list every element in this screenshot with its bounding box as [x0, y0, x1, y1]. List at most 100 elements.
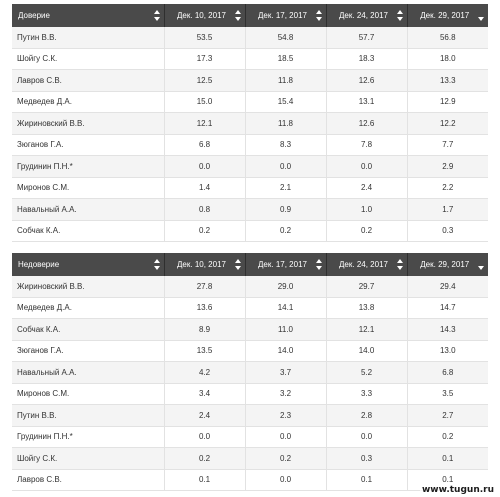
value-cell: 8.9 — [164, 318, 246, 341]
column-header-date[interactable]: Дек. 29, 2017 — [407, 253, 488, 276]
sort-arrows-icon[interactable] — [234, 10, 241, 21]
value-cell: 0.3 — [407, 220, 488, 242]
value-cell: 12.5 — [164, 69, 246, 92]
value-cell: 14.0 — [245, 340, 327, 362]
value-cell: 0.0 — [245, 155, 327, 178]
value-cell: 0.2 — [164, 447, 246, 470]
column-header-label: Дек. 10, 2017 — [177, 260, 226, 269]
table-row: Зюганов Г.А. 6.8 8.3 7.8 7.7 — [12, 134, 488, 156]
value-cell: 8.3 — [245, 134, 327, 156]
table-row: Собчак К.А. 0.2 0.2 0.2 0.3 — [12, 220, 488, 242]
value-cell: 29.0 — [245, 276, 327, 298]
sort-arrows-icon[interactable] — [153, 259, 160, 270]
value-cell: 1.0 — [326, 198, 408, 221]
row-name-cell: Грудинин П.Н.* — [12, 155, 165, 178]
row-name-cell: Зюганов Г.А. — [12, 340, 165, 362]
row-name-cell: Жириновский В.В. — [12, 276, 165, 298]
table-row: Жириновский В.В. 27.8 29.0 29.7 29.4 — [12, 276, 488, 298]
value-cell: 1.7 — [407, 198, 488, 221]
value-cell: 0.0 — [326, 155, 408, 178]
value-cell: 12.2 — [407, 112, 488, 135]
column-header-date[interactable]: Дек. 24, 2017 — [326, 253, 408, 276]
value-cell: 3.5 — [407, 383, 488, 405]
value-cell: 2.4 — [326, 177, 408, 199]
sort-desc-icon[interactable] — [478, 259, 484, 270]
sort-arrows-icon[interactable] — [234, 259, 241, 270]
column-header-date[interactable]: Дек. 24, 2017 — [326, 4, 408, 27]
column-header-label: Недоверие — [18, 260, 60, 269]
table-row: Лавров С.В. 0.1 0.0 0.1 0.1 — [12, 469, 488, 491]
value-cell: 18.3 — [326, 48, 408, 70]
value-cell: 2.3 — [245, 404, 327, 427]
row-name-cell: Миронов С.М. — [12, 177, 165, 199]
column-header-name[interactable]: Доверие — [12, 4, 165, 27]
value-cell: 0.0 — [245, 426, 327, 448]
value-cell: 3.7 — [245, 361, 327, 384]
value-cell: 11.8 — [245, 112, 327, 135]
column-header-name[interactable]: Недоверие — [12, 253, 165, 276]
distrust-table: Недоверие Дек. 10, 2017 Дек. 17, 2017 Де… — [12, 253, 488, 491]
value-cell: 0.9 — [245, 198, 327, 221]
table-row: Собчак К.А. 8.9 11.0 12.1 14.3 — [12, 318, 488, 341]
sort-arrows-icon[interactable] — [396, 10, 403, 21]
column-header-date[interactable]: Дек. 29, 2017 — [407, 4, 488, 27]
value-cell: 0.0 — [164, 155, 246, 178]
value-cell: 12.1 — [326, 318, 408, 341]
value-cell: 13.1 — [326, 91, 408, 113]
value-cell: 15.4 — [245, 91, 327, 113]
value-cell: 57.7 — [326, 27, 408, 49]
value-cell: 0.2 — [245, 220, 327, 242]
value-cell: 18.5 — [245, 48, 327, 70]
value-cell: 2.7 — [407, 404, 488, 427]
table-header-row: Недоверие Дек. 10, 2017 Дек. 17, 2017 Де… — [12, 253, 488, 276]
sort-arrows-icon[interactable] — [396, 259, 403, 270]
value-cell: 4.2 — [164, 361, 246, 384]
value-cell: 0.1 — [326, 469, 408, 491]
column-header-label: Дек. 29, 2017 — [420, 260, 470, 269]
column-header-date[interactable]: Дек. 17, 2017 — [245, 4, 327, 27]
table-row: Медведев Д.А. 15.0 15.4 13.1 12.9 — [12, 91, 488, 113]
value-cell: 14.1 — [245, 297, 327, 319]
value-cell: 53.5 — [164, 27, 246, 49]
column-header-label: Доверие — [18, 11, 50, 20]
table-header-row: Доверие Дек. 10, 2017 Дек. 17, 2017 Дек.… — [12, 4, 488, 27]
value-cell: 13.0 — [407, 340, 488, 362]
row-name-cell: Медведев Д.А. — [12, 297, 165, 319]
value-cell: 13.6 — [164, 297, 246, 319]
row-name-cell: Шойгу С.К. — [12, 447, 165, 470]
value-cell: 13.3 — [407, 69, 488, 92]
value-cell: 2.9 — [407, 155, 488, 178]
column-header-label: Дек. 17, 2017 — [258, 11, 307, 20]
trust-table: Доверие Дек. 10, 2017 Дек. 17, 2017 Дек.… — [12, 4, 488, 242]
value-cell: 3.2 — [245, 383, 327, 405]
column-header-label: Дек. 10, 2017 — [177, 11, 226, 20]
watermark: www.tugun.ru — [419, 485, 496, 495]
sort-arrows-icon[interactable] — [315, 259, 322, 270]
value-cell: 14.0 — [326, 340, 408, 362]
table-row: Навальный А.А. 4.2 3.7 5.2 6.8 — [12, 361, 488, 384]
sort-arrows-icon[interactable] — [153, 10, 160, 21]
value-cell: 0.2 — [407, 426, 488, 448]
value-cell: 0.2 — [164, 220, 246, 242]
value-cell: 14.7 — [407, 297, 488, 319]
sort-desc-icon[interactable] — [478, 10, 484, 21]
row-name-cell: Навальный А.А. — [12, 198, 165, 221]
table-row: Шойгу С.К. 17.3 18.5 18.3 18.0 — [12, 48, 488, 70]
value-cell: 29.4 — [407, 276, 488, 298]
row-name-cell: Навальный А.А. — [12, 361, 165, 384]
row-name-cell: Собчак К.А. — [12, 318, 165, 341]
column-header-date[interactable]: Дек. 10, 2017 — [164, 253, 246, 276]
column-header-date[interactable]: Дек. 10, 2017 — [164, 4, 246, 27]
row-name-cell: Путин В.В. — [12, 404, 165, 427]
row-name-cell: Миронов С.М. — [12, 383, 165, 405]
value-cell: 2.1 — [245, 177, 327, 199]
value-cell: 0.3 — [326, 447, 408, 470]
value-cell: 0.1 — [164, 469, 246, 491]
row-name-cell: Зюганов Г.А. — [12, 134, 165, 156]
column-header-date[interactable]: Дек. 17, 2017 — [245, 253, 327, 276]
row-name-cell: Собчак К.А. — [12, 220, 165, 242]
sort-arrows-icon[interactable] — [315, 10, 322, 21]
row-name-cell: Шойгу С.К. — [12, 48, 165, 70]
value-cell: 2.8 — [326, 404, 408, 427]
table-row: Грудинин П.Н.* 0.0 0.0 0.0 0.2 — [12, 426, 488, 448]
